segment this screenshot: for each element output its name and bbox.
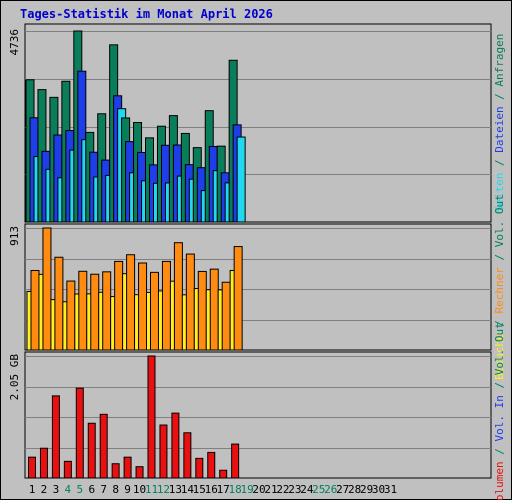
bar-volumen-day-15 <box>195 457 204 479</box>
x-tick-label-day-30: 30 <box>372 483 385 496</box>
bar-rechner-day-3 <box>54 256 64 351</box>
panel-visits-legend-part-1: Besuche <box>493 333 506 379</box>
panel-requests-legend-part-3: Dateien <box>493 106 506 152</box>
x-tick-label-day-7: 7 <box>100 483 107 496</box>
panel-requests-right-legend: Seiten / Dateien / Anfragen <box>493 34 506 213</box>
x-tick-label-day-13: 13 <box>169 483 182 496</box>
bar-rechner-day-1 <box>30 269 40 351</box>
panel-volume-legend-part-5: Vol. Out <box>493 322 506 375</box>
bar-rechner-day-12 <box>161 260 171 351</box>
panel-volume-ymax-label: 2.05 GB <box>8 354 21 401</box>
panel-visits: 913 Besuche / Rechner / Vol. Out <box>8 194 506 379</box>
x-tick-label-day-22: 22 <box>276 483 289 496</box>
x-tick-label-day-14: 14 <box>181 483 195 496</box>
bar-volumen-day-9 <box>123 456 132 479</box>
x-tick-label-day-5: 5 <box>76 483 83 496</box>
panel-requests-legend-part-4: / <box>493 87 506 107</box>
x-tick-label-day-17: 17 <box>217 483 230 496</box>
x-axis-day-labels: 1 2 3 4 5 6 7 8 9 1011121314151617181920212223242… <box>29 483 397 496</box>
panel-visits-right-legend: Besuche / Rechner / Vol. Out <box>493 194 506 379</box>
bar-volumen-day-17 <box>219 469 228 479</box>
panel-visits-legend-part-5: Vol. Out <box>493 194 506 247</box>
x-tick-label-day-1: 1 <box>29 483 36 496</box>
bar-volumen-day-8 <box>111 463 120 479</box>
bar-volumen-day-18 <box>231 443 240 479</box>
panel-visits-legend-part-3: Rechner <box>493 267 506 314</box>
bar-rechner-day-16 <box>209 268 219 351</box>
panel-visits-ymax-label: 913 <box>8 226 21 246</box>
panel-volume-right-legend: Volumen / Vol. In / Vol. Out <box>493 322 506 500</box>
panel-volume-legend-part-1: Volumen <box>493 461 506 500</box>
x-tick-label-day-18: 18 <box>229 483 242 496</box>
bar-volumen-day-14 <box>183 432 192 479</box>
bar-volumen-day-4 <box>63 460 72 479</box>
x-tick-label-day-29: 29 <box>360 483 373 496</box>
bar-volumen-day-12 <box>159 424 168 479</box>
bar-rechner-day-9 <box>126 254 136 351</box>
panel-visits-legend-part-4: / <box>493 247 506 267</box>
x-tick-label-day-26: 26 <box>324 483 337 496</box>
bar-rechner-day-4 <box>66 280 76 351</box>
x-tick-label-day-19: 19 <box>240 483 253 496</box>
bar-volumen-day-10 <box>135 466 144 479</box>
x-tick-label-day-21: 21 <box>264 483 277 496</box>
x-tick-label-day-10: 10 <box>133 483 146 496</box>
x-tick-label-day-28: 28 <box>348 483 361 496</box>
panel-requests-ymax-label: 4736 <box>8 29 21 56</box>
bar-volumen-day-3 <box>51 395 60 479</box>
x-tick-label-day-27: 27 <box>336 483 349 496</box>
bar-rechner-day-13 <box>173 242 183 351</box>
bar-volumen-day-16 <box>207 451 216 479</box>
panel-requests-legend-part-1: Seiten <box>493 173 506 213</box>
x-tick-label-day-15: 15 <box>193 483 206 496</box>
x-tick-label-day-6: 6 <box>88 483 95 496</box>
x-tick-label-day-4: 4 <box>65 483 72 496</box>
bar-rechner-day-7 <box>102 271 112 351</box>
x-tick-label-day-23: 23 <box>288 483 301 496</box>
bar-volumen-day-7 <box>99 413 108 479</box>
bar-seiten-day-18 <box>236 136 246 223</box>
bar-rechner-day-8 <box>114 260 124 351</box>
panel-requests-legend-part-5: Anfragen <box>493 34 506 87</box>
bar-rechner-day-10 <box>138 262 148 351</box>
panel-volume-legend-part-2: / <box>493 441 506 461</box>
x-tick-label-day-24: 24 <box>300 483 314 496</box>
panel-volume-legend-part-3: Vol. In <box>493 395 506 441</box>
x-tick-label-day-16: 16 <box>205 483 218 496</box>
x-tick-label-day-8: 8 <box>112 483 119 496</box>
bar-volumen-day-13 <box>171 412 180 479</box>
bar-volumen-day-1 <box>28 456 36 479</box>
x-tick-label-day-2: 2 <box>41 483 48 496</box>
x-tick-label-day-3: 3 <box>53 483 60 496</box>
chart-title: Tages-Statistik im Monat April 2026 <box>20 7 273 21</box>
x-tick-label-day-25: 25 <box>312 483 325 496</box>
bar-rechner-day-15 <box>197 270 207 351</box>
panel-requests: 4736 Seiten / Dateien / Anfragen <box>8 23 506 223</box>
bar-volumen-day-2 <box>39 447 48 479</box>
bar-rechner-day-2 <box>42 227 52 351</box>
bar-rechner-day-11 <box>150 271 159 351</box>
x-tick-label-day-9: 9 <box>124 483 131 496</box>
bar-volumen-day-11 <box>147 355 156 479</box>
x-tick-label-day-31: 31 <box>384 483 397 496</box>
bar-rechner-day-18 <box>233 246 243 351</box>
bar-rechner-day-17 <box>221 281 231 351</box>
panel-requests-legend-part-2: / <box>493 153 506 173</box>
bar-rechner-day-5 <box>78 270 88 351</box>
bar-rechner-day-6 <box>90 273 100 351</box>
panel-volume-legend-part-4: / <box>493 375 506 395</box>
bar-rechner-day-14 <box>185 253 195 351</box>
x-tick-label-day-12: 12 <box>157 483 170 496</box>
panel-volume: 2.05 GB Volumen / Vol. In / Vol. Out <box>8 322 506 500</box>
x-tick-label-day-11: 11 <box>145 483 158 496</box>
x-tick-label-day-20: 20 <box>252 483 265 496</box>
bar-volumen-day-6 <box>87 422 96 479</box>
panel-visits-legend-part-2: / <box>493 313 506 333</box>
bar-volumen-day-5 <box>75 387 84 479</box>
